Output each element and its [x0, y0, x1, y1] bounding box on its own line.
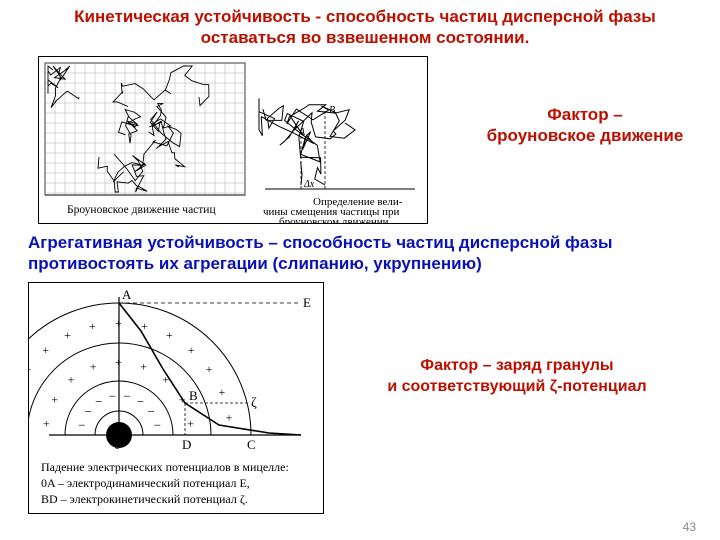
brownian-svg: Броуновское движение частицΔxABОпределен… — [39, 57, 427, 223]
figure-potential: −−−−−−−−++++++++++++++++++++++AEBζDC0Пад… — [28, 282, 324, 514]
factor-2: Фактор – заряд гранулы и соответствующий… — [342, 356, 692, 398]
svg-text:−: − — [154, 417, 161, 432]
svg-text:+: + — [141, 319, 148, 333]
svg-text:−: − — [109, 389, 116, 404]
paragraph-aggregative: Агрегативная устойчивость – способность … — [28, 232, 698, 275]
svg-text:ζ: ζ — [251, 396, 257, 411]
headline: Кинетическая устойчивость - способность … — [60, 6, 670, 49]
svg-text:броуновском движении: броуновском движении — [279, 216, 389, 223]
page-number: 43 — [683, 520, 696, 534]
svg-text:D: D — [182, 437, 191, 452]
svg-text:+: + — [115, 355, 122, 369]
svg-text:A: A — [122, 287, 132, 302]
slide: Кинетическая устойчивость - способность … — [0, 0, 720, 540]
svg-text:+: + — [166, 328, 173, 342]
svg-text:−: − — [123, 389, 130, 404]
svg-text:B: B — [329, 105, 335, 116]
svg-text:A: A — [298, 127, 306, 138]
svg-text:+: + — [206, 362, 213, 376]
svg-text:B: B — [189, 388, 198, 403]
svg-text:Падение электрических потенциа: Падение электрических потенциалов в мице… — [41, 460, 289, 474]
factor-2-line2: и соответствующий ζ-потенциал — [387, 378, 646, 395]
potential-svg: −−−−−−−−++++++++++++++++++++++AEBζDC0Пад… — [29, 283, 323, 513]
svg-text:+: + — [115, 316, 122, 330]
factor-1-line1: Фактор – — [547, 105, 623, 124]
svg-text:−: − — [148, 404, 155, 419]
svg-text:0: 0 — [114, 437, 121, 452]
svg-text:+: + — [29, 362, 31, 376]
svg-text:+: + — [226, 410, 233, 424]
svg-text:C: C — [247, 437, 256, 452]
svg-text:+: + — [43, 417, 50, 431]
svg-text:+: + — [188, 343, 195, 357]
factor-1-line2: броуновское движение — [487, 126, 684, 145]
svg-text:+: + — [90, 360, 97, 374]
svg-text:BD – электрокинетический потен: BD – электрокинетический потенциал ζ. — [41, 492, 248, 506]
factor-1: Фактор – броуновское движение — [460, 104, 710, 147]
svg-text:E: E — [303, 295, 311, 310]
svg-text:+: + — [140, 360, 147, 374]
svg-text:+: + — [64, 328, 71, 342]
figure-brownian: Броуновское движение частицΔxABОпределен… — [38, 56, 428, 224]
svg-text:0A – электродинамический потен: 0A – электродинамический потенциал E, — [41, 476, 250, 490]
factor-2-line1: Фактор – заряд гранулы — [420, 357, 613, 374]
svg-text:+: + — [42, 343, 49, 357]
svg-text:−: − — [78, 417, 85, 432]
svg-text:Δx: Δx — [303, 179, 315, 190]
svg-text:+: + — [89, 319, 96, 333]
svg-text:−: − — [95, 394, 102, 409]
svg-text:−: − — [137, 394, 144, 409]
svg-text:+: + — [187, 417, 194, 431]
svg-text:+: + — [68, 372, 75, 386]
svg-text:+: + — [51, 392, 58, 406]
svg-text:Броуновское движение частиц: Броуновское движение частиц — [67, 204, 216, 216]
svg-text:+: + — [218, 385, 225, 399]
